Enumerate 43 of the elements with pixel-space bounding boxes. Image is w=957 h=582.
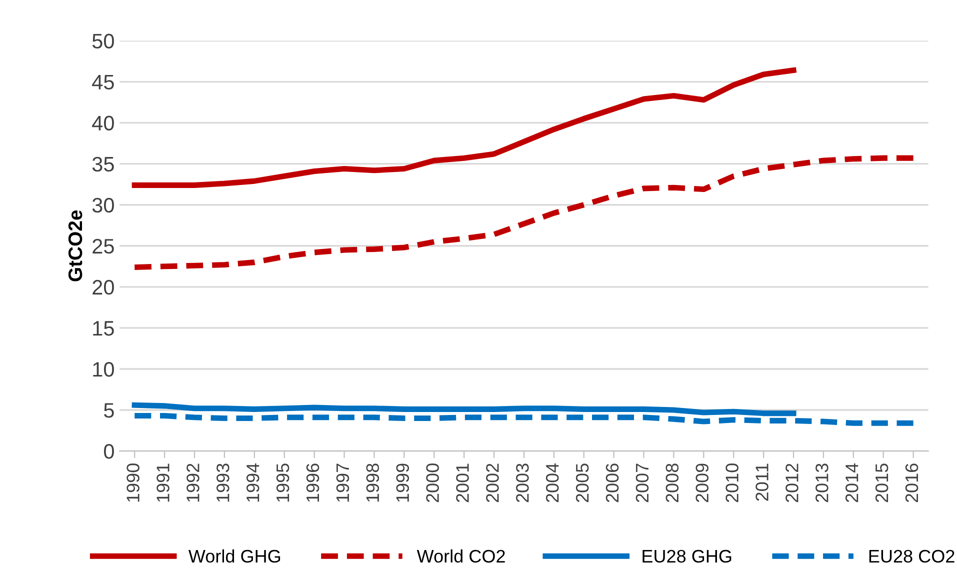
x-tick-label: 1993 [216,464,230,502]
y-tick-label: 50 [92,34,114,48]
y-tick-label: 25 [92,238,114,254]
x-tick-label: 1990 [126,464,140,502]
y-tick-label: 5 [104,403,114,418]
x-tick-label: 1991 [156,464,170,502]
x-tick-label: 1998 [366,464,380,502]
y-tick-label: 15 [93,321,114,336]
x-tick-label: 2016 [905,464,918,502]
x-tick-label: 2002 [486,464,499,502]
x-tick-label: 2006 [606,464,619,502]
y-axis-title: GtCO2e [68,210,82,282]
x-tick-label: 2012 [786,464,798,502]
x-tick-label: 1997 [336,464,350,502]
x-tick-label: 1994 [246,463,260,502]
x-tick-label: 2015 [875,464,888,502]
x-tick-label: 2001 [456,464,469,502]
x-tick-label: 2014 [845,463,858,502]
x-tick-label: 2004 [546,463,559,502]
y-tick-label: 40 [92,116,114,131]
x-tick-label: 2005 [576,464,589,502]
legend-label: EU28 GHG [642,550,732,563]
y-tick-label: 30 [92,198,114,213]
x-tick-label: 2011 [756,464,768,501]
x-tick-label: 2000 [426,464,439,502]
y-tick-label: 0 [104,444,114,459]
x-tick-label: 2003 [516,464,529,502]
x-tick-label: 2013 [816,464,828,502]
x-tick-label: 1992 [186,464,200,502]
y-tick-label: 35 [92,156,114,172]
y-tick-label: 20 [92,280,114,295]
x-tick-label: 2007 [636,464,649,502]
x-tick-label: 2010 [726,464,738,502]
x-tick-label: 1996 [306,464,320,502]
legend-label: World GHG [188,549,280,563]
x-tick-label: 2008 [666,464,679,502]
legend-label: EU28 CO2 [869,550,954,563]
y-tick-label: 45 [92,74,114,90]
y-tick-label: 10 [93,362,114,377]
x-tick-label: 1995 [276,464,290,502]
x-tick-label: 1999 [396,464,409,502]
x-tick-label: 2009 [696,464,709,502]
legend-label: World CO2 [416,549,505,563]
